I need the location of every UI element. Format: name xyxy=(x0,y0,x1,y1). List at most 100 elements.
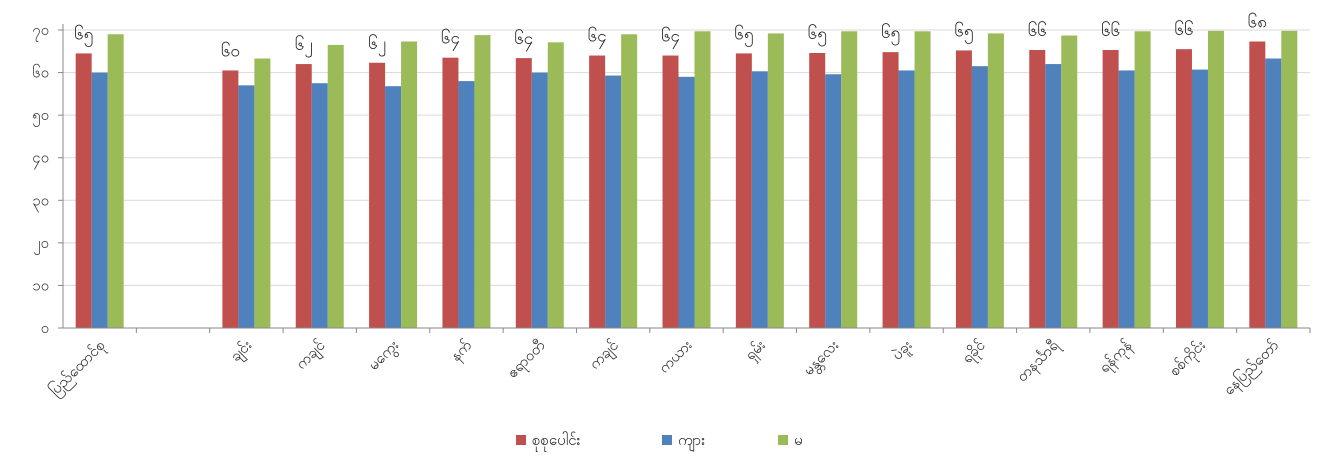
bar-male xyxy=(531,72,548,328)
bar-female xyxy=(401,41,418,328)
legend-swatch xyxy=(662,435,672,445)
bar-total xyxy=(442,57,459,329)
bar-male xyxy=(678,76,695,328)
x-category-label: ပဲခူး xyxy=(888,336,918,366)
bar-female xyxy=(1061,35,1078,328)
bar-total xyxy=(1249,41,1266,328)
x-category-label: နေပြည်တော် xyxy=(1219,335,1284,400)
bar-total xyxy=(1102,50,1119,328)
bar-female xyxy=(1207,30,1224,328)
x-category-label: ကချင် xyxy=(585,336,624,375)
y-axis-ticks: ၀ ၁၀ ၂၀ ၃၀ ၄၀ ၅၀ ၆၀ ၇၀ xyxy=(32,21,63,337)
data-label: ၆၀ xyxy=(221,40,240,61)
bar-total xyxy=(955,50,972,328)
data-label: ၆၂ xyxy=(368,33,386,57)
x-category-label: ရှမ်း xyxy=(741,336,771,366)
x-category-label: စစ်ကိုင်း xyxy=(1165,336,1211,382)
x-category-label: ချင်း xyxy=(226,336,257,367)
bar-female xyxy=(694,31,711,329)
y-tick-label: ၀ xyxy=(41,319,49,337)
data-label: ၆၅ xyxy=(734,23,753,47)
x-category-label: ဧရာဝတီ xyxy=(503,336,551,384)
data-label: ၆၆ xyxy=(1101,20,1120,41)
bar-male xyxy=(91,72,108,328)
bar-male xyxy=(751,71,768,329)
legend-label: စုစုပေါင်း xyxy=(532,431,580,452)
bar-total xyxy=(589,55,606,329)
bar-male xyxy=(238,85,255,328)
data-label: ၆၆ xyxy=(1028,20,1047,41)
x-axis-labels: ပြည်ထောင်စု ချင်း ကချင် မကွေး နက် ဧရာဝတီ ကချင်… xyxy=(45,328,1311,401)
y-tick-label: ၅၀ xyxy=(32,106,49,127)
data-label: ၆၅ xyxy=(954,20,973,44)
x-category-label: ရန်ကုန် xyxy=(1095,336,1137,378)
bar-male xyxy=(458,81,475,328)
y-tick-label: ၄၀ xyxy=(32,149,49,170)
bar-male xyxy=(1045,64,1062,329)
x-category-label: ရခိုင် xyxy=(958,336,991,369)
data-label: ၆၄ xyxy=(441,28,460,52)
data-label: ၆၂ xyxy=(295,34,313,58)
x-category-label: ကချင် xyxy=(292,336,331,375)
bar-female xyxy=(547,42,564,329)
bar-male xyxy=(311,83,328,328)
bar-female xyxy=(474,35,491,328)
bar-total xyxy=(1029,50,1046,328)
data-label: ၆၄ xyxy=(588,26,607,50)
bar-male xyxy=(385,86,402,329)
bar-male xyxy=(971,66,988,328)
data-label: ၆၅ xyxy=(74,23,93,47)
bar-total xyxy=(882,52,899,328)
bar-female xyxy=(107,34,124,328)
x-category-label: နက် xyxy=(447,336,478,367)
x-category-label: တနင်္သာရီ xyxy=(1013,335,1065,387)
bar-male xyxy=(1118,70,1135,328)
legend-label: ကျား xyxy=(678,431,705,452)
bar-female xyxy=(621,34,638,328)
bar-male xyxy=(605,75,622,329)
bar-male xyxy=(825,74,842,328)
bar-total xyxy=(222,70,239,328)
data-label: ၆၄ xyxy=(514,28,533,52)
bar-male xyxy=(1265,58,1282,328)
bar-female xyxy=(841,31,858,329)
axes xyxy=(62,24,1310,329)
bar-female xyxy=(254,58,271,328)
bar-female xyxy=(767,33,784,329)
bars xyxy=(75,30,1298,329)
bar-total xyxy=(1175,49,1192,329)
data-label: ၆၆ xyxy=(1174,19,1193,40)
data-label: ၆၈ xyxy=(1248,11,1267,32)
y-tick-label: ၁၀ xyxy=(32,276,49,294)
bar-female xyxy=(1134,31,1151,329)
data-label: ၆၅ xyxy=(881,22,900,46)
y-tick-label: ၂၀ xyxy=(33,234,49,255)
y-tick-label: ၃၀ xyxy=(32,191,49,212)
bar-female xyxy=(1281,30,1298,328)
bar-total xyxy=(735,53,752,329)
bar-total xyxy=(369,62,386,328)
bar-total xyxy=(75,53,92,329)
x-category-label: မကွေး xyxy=(364,336,404,376)
bar-male xyxy=(1191,69,1208,328)
x-category-label: မန္တလေး xyxy=(799,336,844,381)
bar-total xyxy=(515,58,532,329)
legend: စုစုပေါင်း ကျား မ xyxy=(516,431,803,452)
bar-female xyxy=(327,44,344,329)
bar-female xyxy=(914,31,931,329)
legend-swatch xyxy=(516,435,526,445)
y-tick-label: ၇၀ xyxy=(32,21,49,42)
data-label: ၆၄ xyxy=(661,26,680,50)
bar-male xyxy=(898,70,915,328)
legend-label: မ xyxy=(794,431,803,449)
bar-total xyxy=(809,52,826,328)
x-category-label: ကယား xyxy=(655,336,696,377)
bar-total xyxy=(662,55,679,329)
bar-total xyxy=(295,64,312,329)
y-tick-label: ၆၀ xyxy=(32,64,49,82)
x-category-label: ပြည်ထောင်စု xyxy=(45,335,111,401)
data-label: ၆၅ xyxy=(808,23,827,47)
bar-female xyxy=(987,33,1004,329)
